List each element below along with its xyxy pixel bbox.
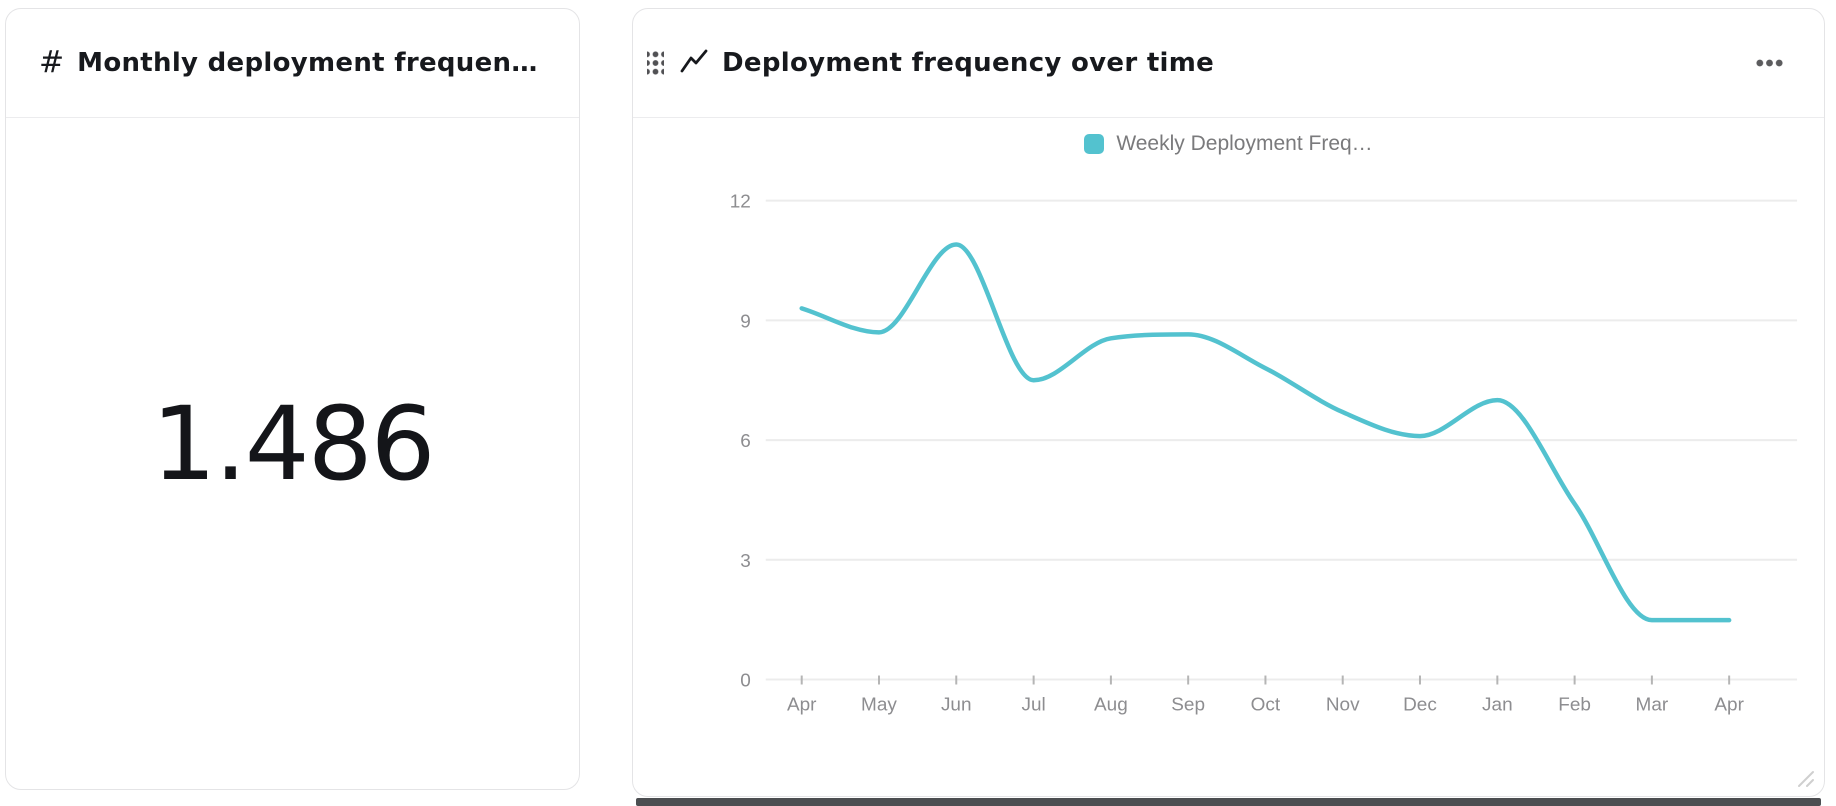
svg-text:Nov: Nov (1326, 694, 1360, 715)
line-chart[interactable]: 0 3 6 9 12 Apr May Jun Jul Aug Sep Oct Nov Dec Jan Feb M… (633, 118, 1824, 795)
metric-value: 1.486 (151, 384, 435, 504)
svg-text:12: 12 (730, 192, 751, 213)
svg-text:Mar: Mar (1636, 694, 1669, 715)
chart-card-header: Deployment frequency over time (633, 9, 1824, 118)
metric-card: # Monthly deployment frequen… 1.486 (5, 8, 580, 790)
svg-text:6: 6 (740, 431, 751, 452)
metric-card-body: 1.486 (6, 118, 579, 788)
svg-text:9: 9 (740, 311, 751, 332)
svg-text:Aug: Aug (1094, 694, 1128, 715)
number-icon: # (39, 45, 65, 80)
card-menu-button[interactable] (1749, 49, 1790, 77)
svg-text:May: May (861, 694, 897, 715)
chart-body: Weekly Deployment Freq… 0 3 6 9 12 Apr May Jun J… (633, 118, 1824, 795)
metric-card-header: # Monthly deployment frequen… (6, 9, 579, 118)
legend-label: Weekly Deployment Freq… (1116, 132, 1373, 155)
legend-swatch (1084, 134, 1105, 154)
ellipsis-icon (1755, 59, 1784, 67)
svg-text:Feb: Feb (1558, 694, 1591, 715)
svg-text:Sep: Sep (1171, 694, 1205, 715)
svg-text:Apr: Apr (1714, 694, 1744, 715)
svg-text:0: 0 (740, 671, 751, 692)
resize-bar[interactable] (636, 798, 1821, 806)
chart-legend[interactable]: Weekly Deployment Freq… (633, 132, 1824, 156)
line-chart-icon (679, 48, 709, 78)
metric-card-title: Monthly deployment frequen… (77, 48, 538, 78)
svg-text:Dec: Dec (1403, 694, 1437, 715)
chart-card-title: Deployment frequency over time (722, 48, 1215, 78)
svg-text:Jul: Jul (1022, 694, 1046, 715)
svg-text:3: 3 (740, 551, 751, 572)
svg-text:Oct: Oct (1251, 694, 1281, 715)
svg-text:Jun: Jun (941, 694, 972, 715)
chart-card: Deployment frequency over time Weekly De… (632, 8, 1825, 806)
svg-text:Jan: Jan (1482, 694, 1513, 715)
drag-handle-icon[interactable] (647, 50, 664, 76)
svg-text:Apr: Apr (787, 694, 817, 715)
resize-handle-icon[interactable] (1793, 766, 1817, 790)
